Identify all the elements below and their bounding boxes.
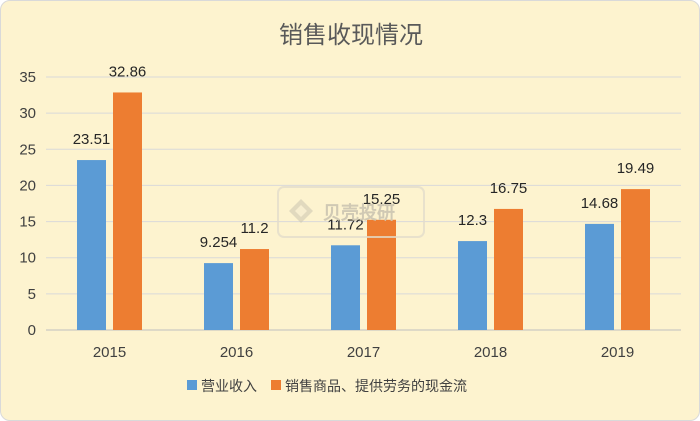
watermark: 贝壳投研 [277,186,425,238]
chart-title: 销售收现情况 [279,21,423,49]
bar-cashflow-2015 [113,92,142,330]
data-label-revenue-2016: 9.254 [200,234,238,251]
watermark-text: 贝壳投研 [323,202,395,224]
x-tick-label: 2015 [93,344,126,361]
bar-revenue-2019 [585,223,614,330]
x-axis-ticks: 2015 2016 2017 2018 2019 [93,344,634,361]
bar-revenue-2016 [204,263,233,330]
y-tick-label: 35 [19,69,36,86]
y-axis-ticks: 0 5 10 15 20 25 30 35 [19,69,36,339]
y-tick-label: 30 [19,105,36,122]
bar-cashflow-2017 [367,219,396,330]
bars [77,92,650,330]
data-label-cashflow-2018: 16.75 [490,180,528,197]
bar-revenue-2017 [331,245,360,330]
grid-lines [46,76,681,331]
y-tick-label: 25 [19,141,36,158]
y-tick-label: 15 [19,214,36,231]
legend-label-revenue: 营业收入 [201,379,257,395]
bar-cashflow-2016 [240,249,269,330]
data-label-cashflow-2019: 19.49 [617,160,655,177]
bar-revenue-2018 [458,241,487,330]
legend-label-cashflow: 销售商品、提供劳务的现金流 [285,379,467,395]
data-label-cashflow-2015: 32.86 [109,63,147,80]
data-label-revenue-2019: 14.68 [581,195,619,212]
bar-revenue-2015 [77,160,106,330]
y-tick-label: 0 [28,322,36,339]
data-label-cashflow-2016: 11.2 [240,220,268,237]
data-label-cashflow-2017: 15.25 [363,191,401,208]
legend-swatch-revenue [187,380,197,390]
y-tick-label: 10 [19,250,36,267]
x-tick-label: 2017 [347,344,380,361]
data-label-revenue-2018: 12.3 [458,212,487,229]
data-label-revenue-2017: 11.72 [327,216,363,233]
x-tick-label: 2018 [474,344,507,361]
watermark-logo-icon [289,199,313,223]
x-tick-label: 2019 [601,344,634,361]
legend: 营业收入 销售商品、提供劳务的现金流 [187,379,467,395]
bar-cashflow-2018 [494,208,523,330]
bar-cashflow-2019 [621,189,650,330]
data-label-revenue-2015: 23.51 [73,131,111,148]
x-tick-label: 2016 [220,344,253,361]
legend-swatch-cashflow [271,380,281,390]
y-tick-label: 5 [28,286,36,303]
watermark-box [277,186,425,238]
y-tick-label: 20 [19,177,36,194]
